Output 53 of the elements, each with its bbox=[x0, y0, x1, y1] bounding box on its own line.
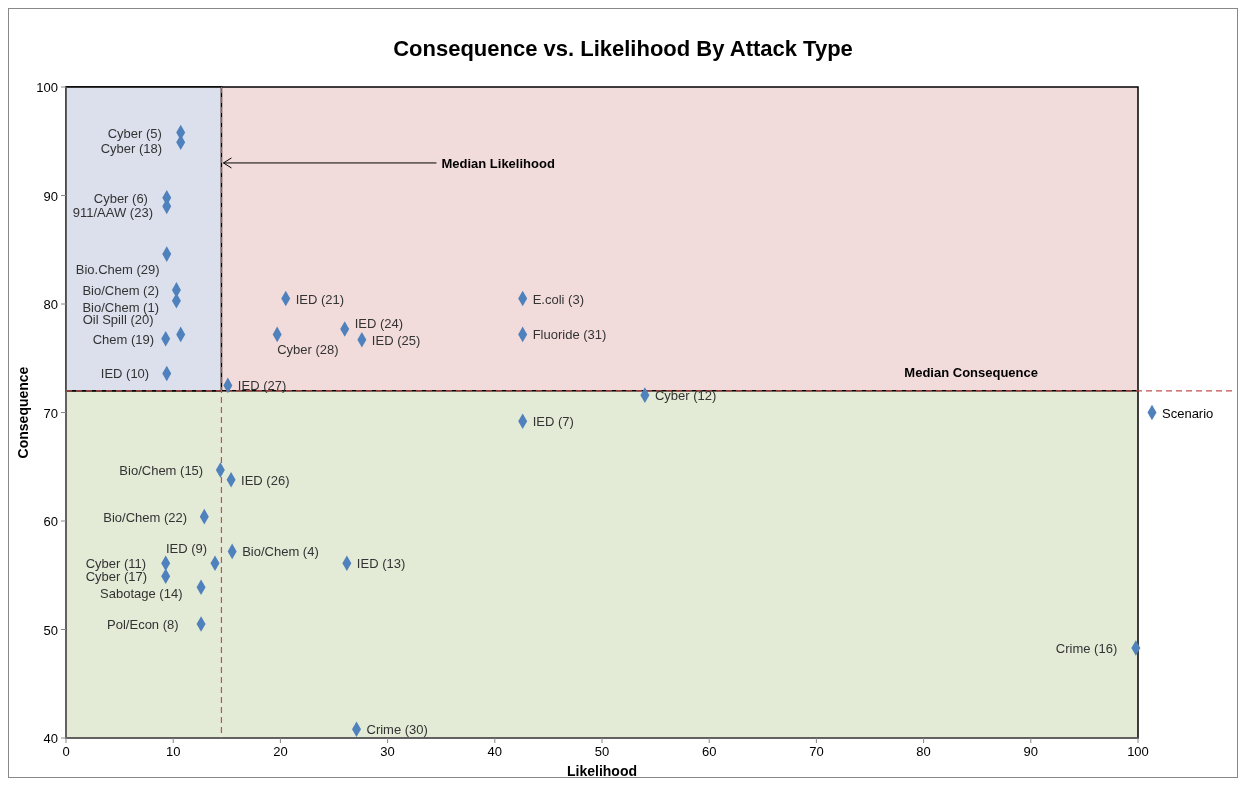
annotation: Pol/Econ (8) bbox=[107, 617, 179, 633]
annotation: IED (13) bbox=[356, 556, 406, 572]
x-tick-label: 80 bbox=[916, 744, 931, 759]
x-tick-label: 50 bbox=[594, 744, 610, 759]
annotation: Chem (19) bbox=[92, 331, 155, 347]
y-tick-label: 50 bbox=[43, 622, 58, 638]
annotation: IED (24) bbox=[354, 315, 404, 331]
annotation: Bio/Chem (2) bbox=[82, 282, 159, 298]
chart-title: Consequence vs. Likelihood By Attack Type bbox=[393, 36, 853, 61]
annotation: Cyber (28) bbox=[277, 342, 339, 358]
x-tick-label: 70 bbox=[809, 744, 824, 759]
y-axis-title: Consequence bbox=[15, 366, 31, 459]
x-axis-title: Likelihood bbox=[567, 763, 637, 779]
y-tick-label: 60 bbox=[43, 514, 58, 529]
annotation: Bio/Chem (22) bbox=[103, 509, 188, 525]
annotation: IED (10) bbox=[100, 366, 150, 382]
annotation: IED (21) bbox=[295, 291, 345, 307]
annotation: Cyber (5) bbox=[107, 125, 162, 141]
x-tick-label: 10 bbox=[165, 744, 181, 759]
annotation: IED (27) bbox=[237, 378, 287, 394]
annotation: Cyber (11) bbox=[85, 556, 147, 572]
annotation: IED (26) bbox=[241, 472, 290, 488]
ref-line-label: Median Likelihood bbox=[441, 155, 555, 171]
x-tick-label: 90 bbox=[1023, 744, 1039, 759]
y-tick-label: 40 bbox=[43, 731, 58, 746]
annotation: Crime (16) bbox=[1055, 640, 1118, 656]
y-tick-label: 100 bbox=[36, 80, 58, 95]
annotation: 911/AAW (23) bbox=[72, 205, 153, 221]
x-tick-label: 0 bbox=[62, 744, 70, 759]
annotation: Sabotage (14) bbox=[100, 586, 183, 602]
x-tick-label: 60 bbox=[701, 744, 717, 759]
annotation: Bio.Chem (29) bbox=[75, 262, 160, 278]
y-tick-label: 80 bbox=[43, 297, 58, 312]
annotation: IED (9) bbox=[166, 541, 208, 557]
annotation: IED (7) bbox=[532, 414, 574, 430]
y-tick-label: 70 bbox=[43, 405, 58, 421]
annotation: IED (25) bbox=[371, 332, 421, 348]
x-tick-label: 40 bbox=[487, 744, 503, 759]
annotation: Fluoride (31) bbox=[532, 327, 607, 343]
annotation: E.coli (3) bbox=[532, 291, 584, 307]
annotation: Crime (30) bbox=[366, 722, 428, 738]
annotation: Cyber (12) bbox=[654, 388, 717, 404]
annotation: Bio/Chem (4) bbox=[242, 544, 319, 560]
annotation: Cyber (6) bbox=[93, 190, 148, 206]
x-tick-label: 100 bbox=[1127, 744, 1149, 759]
annotation: Bio/Chem (15) bbox=[119, 463, 204, 479]
x-tick-label: 30 bbox=[380, 744, 395, 759]
legend-label: Scenario bbox=[1162, 405, 1214, 421]
annotation: Bio/Chem (1) bbox=[82, 299, 159, 315]
annotation: Cyber (18) bbox=[100, 141, 163, 157]
x-tick-label: 20 bbox=[273, 744, 288, 759]
y-tick-label: 90 bbox=[43, 188, 58, 204]
ref-line-label: Median Consequence bbox=[904, 364, 1038, 380]
